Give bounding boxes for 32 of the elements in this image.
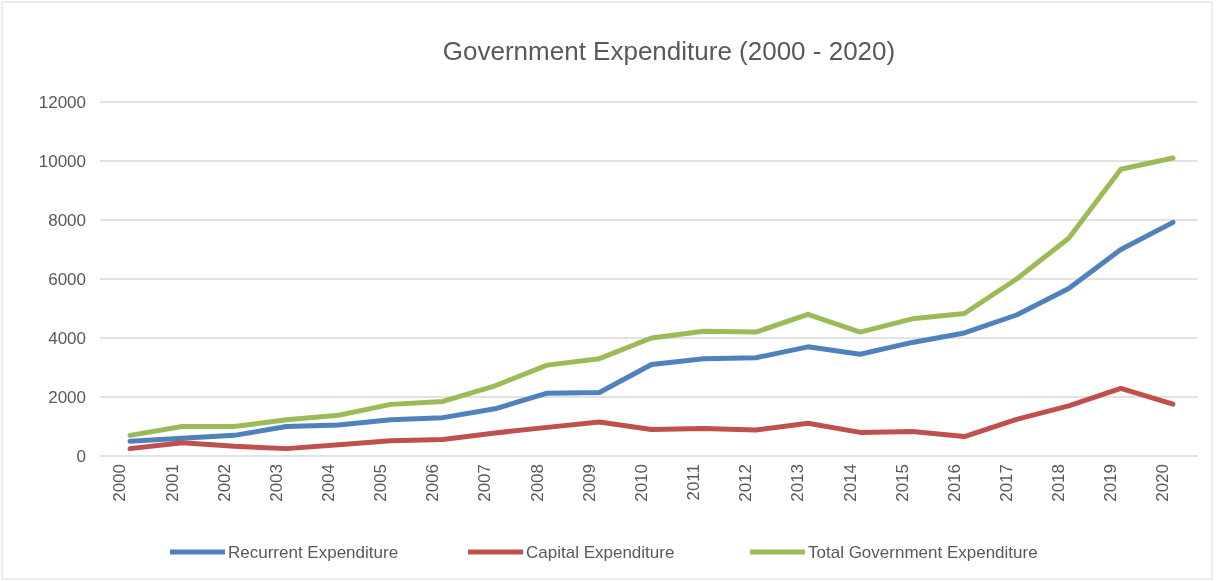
x-tick-label: 2017 [996, 464, 1016, 502]
x-tick-label: 2019 [1101, 464, 1121, 502]
x-tick-label: 2008 [527, 464, 547, 502]
y-tick-label: 4000 [48, 328, 86, 348]
y-tick-label: 12000 [38, 92, 86, 112]
y-tick-label: 8000 [48, 210, 86, 230]
x-tick-label: 2002 [214, 464, 234, 502]
chart-title: Government Expenditure (2000 - 2020) [442, 36, 896, 66]
x-tick-label: 2009 [579, 464, 599, 502]
x-tick-label: 2005 [371, 464, 391, 502]
x-tick-label: 2001 [162, 464, 182, 502]
x-tick-label: 2020 [1153, 464, 1173, 502]
x-tick-label: 2006 [423, 464, 443, 502]
x-tick-label: 2004 [319, 464, 338, 502]
y-tick-label: 0 [76, 446, 86, 466]
x-tick-label: 2015 [892, 464, 912, 502]
y-tick-label: 10000 [38, 151, 86, 171]
x-tick-label: 2012 [736, 464, 756, 502]
x-tick-label: 2011 [684, 464, 704, 501]
x-tick-label: 2014 [840, 464, 860, 502]
x-tick-label: 2010 [631, 464, 651, 502]
legend-label: Recurrent Expenditure [228, 543, 399, 562]
x-tick-label: 2003 [266, 464, 286, 502]
y-tick-label: 6000 [48, 269, 86, 289]
x-tick-label: 2016 [944, 464, 964, 502]
x-tick-label: 2018 [1049, 464, 1069, 502]
x-tick-label: 2007 [475, 464, 495, 502]
x-tick-label: 2013 [788, 464, 808, 502]
x-tick-label: 2000 [110, 464, 130, 502]
legend-label: Total Government Expenditure [808, 543, 1038, 562]
legend-label: Capital Expenditure [526, 543, 675, 562]
y-tick-label: 2000 [48, 387, 86, 407]
